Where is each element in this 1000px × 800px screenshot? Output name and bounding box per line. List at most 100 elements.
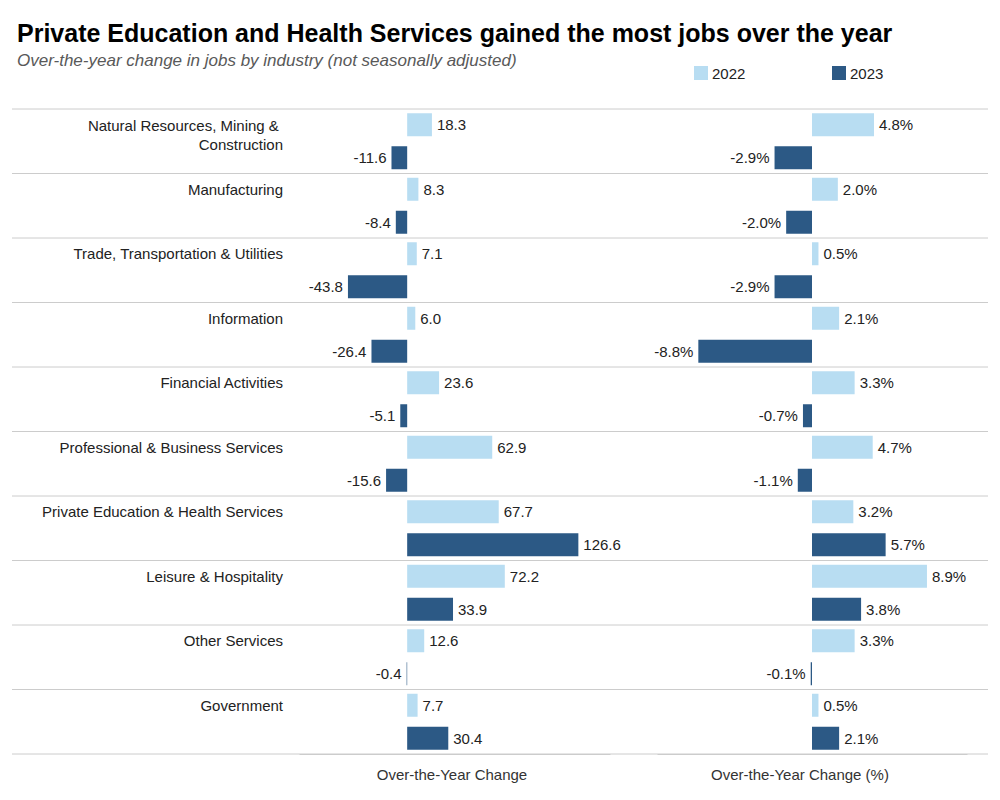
chart: Private Education and Health Services ga…: [0, 0, 1000, 800]
bars: [698, 113, 927, 749]
category-label: Private Education & Health Services: [42, 503, 283, 520]
data-label: -8.4: [365, 214, 391, 231]
bar: [812, 371, 855, 394]
bar: [812, 436, 873, 459]
bar: [406, 662, 408, 685]
bar: [371, 340, 407, 363]
data-label: -2.9%: [730, 149, 769, 166]
bar: [812, 178, 838, 201]
data-label: 5.7%: [891, 536, 925, 553]
bar: [407, 436, 492, 459]
category-labels: Natural Resources, Mining & Construction…: [42, 116, 284, 714]
bar: [386, 469, 407, 492]
bar: [786, 211, 812, 234]
row-separator: [12, 496, 988, 497]
row-separator: [12, 431, 988, 432]
bar: [407, 598, 453, 621]
data-label: -2.9%: [730, 278, 769, 295]
data-label: -0.4: [376, 665, 402, 682]
panel: 18.38.37.16.023.662.967.772.212.67.7-11.…: [300, 113, 621, 783]
data-label: 30.4: [453, 730, 482, 747]
category-label: Financial Activities: [160, 374, 283, 391]
row-separator: [12, 173, 988, 174]
bar: [348, 275, 407, 298]
data-label: -5.1: [369, 407, 395, 424]
row-separator: [12, 367, 988, 368]
data-label: 6.0: [420, 310, 441, 327]
axis-title: Over-the-Year Change: [377, 766, 527, 783]
bar: [407, 565, 505, 588]
data-label: 3.8%: [866, 601, 900, 618]
data-label: -1.1%: [754, 472, 793, 489]
bar: [812, 598, 861, 621]
bar: [396, 211, 407, 234]
data-label: 33.9: [458, 601, 487, 618]
category-label: Leisure & Hospitality: [146, 568, 283, 585]
bar: [407, 242, 417, 265]
x-axis: [300, 754, 611, 755]
row-separator: [12, 238, 988, 239]
data-label: -0.7%: [759, 407, 798, 424]
row-separator: [12, 560, 988, 561]
data-label: -15.6: [347, 472, 381, 489]
axis-title: Over-the-Year Change (%): [711, 766, 889, 783]
legend-swatch: [694, 66, 708, 80]
data-label: 3.2%: [858, 503, 892, 520]
bar: [407, 694, 417, 717]
row-separator: [12, 109, 988, 110]
data-label: 126.6: [583, 536, 621, 553]
bar: [407, 727, 448, 750]
data-label: -2.0%: [742, 214, 781, 231]
bar: [407, 500, 499, 523]
legend-swatch: [832, 66, 846, 80]
subtitle: Over-the-year change in jobs by industry…: [17, 51, 517, 70]
data-label: 7.1: [422, 245, 443, 262]
data-label: 0.5%: [823, 697, 857, 714]
data-label: -8.8%: [654, 343, 693, 360]
bar: [798, 469, 812, 492]
bar: [812, 694, 818, 717]
bar: [400, 404, 407, 427]
data-label: 62.9: [497, 439, 526, 456]
data-label: 2.1%: [844, 310, 878, 327]
data-label: 3.3%: [860, 632, 894, 649]
bar: [391, 146, 407, 169]
bar: [803, 404, 812, 427]
category-label: Government: [200, 697, 283, 714]
data-label: 72.2: [510, 568, 539, 585]
category-label: Trade, Transportation & Utilities: [73, 245, 283, 262]
category-label: Professional & Business Services: [60, 439, 283, 456]
panel: 4.8%2.0%0.5%2.1%3.3%4.7%3.2%8.9%3.3%0.5%…: [654, 113, 967, 783]
category-label: Natural Resources, Mining & Construction: [88, 116, 283, 152]
bar: [812, 242, 818, 265]
data-label: 4.8%: [879, 116, 913, 133]
row-separator: [12, 689, 988, 690]
data-label: -0.1%: [767, 665, 806, 682]
bar: [775, 275, 812, 298]
x-axis: [658, 754, 968, 755]
bar: [812, 727, 839, 750]
bar: [407, 178, 418, 201]
data-labels: 18.38.37.16.023.662.967.772.212.67.7-11.…: [309, 116, 621, 746]
bar: [812, 307, 839, 330]
bars: [348, 113, 578, 749]
category-label: Other Services: [184, 632, 283, 649]
bar: [775, 146, 812, 169]
data-label: 18.3: [437, 116, 466, 133]
row-separators: [12, 109, 988, 754]
data-label: -43.8: [309, 278, 343, 295]
bar: [812, 565, 927, 588]
data-label: 8.3: [423, 181, 444, 198]
bar: [812, 113, 874, 136]
bar: [407, 113, 432, 136]
data-label: 0.5%: [823, 245, 857, 262]
legend: 20222023: [694, 65, 883, 82]
data-label: -11.6: [353, 149, 386, 166]
bar: [812, 629, 855, 652]
bar: [811, 662, 812, 685]
category-label-line: Construction: [199, 135, 283, 152]
data-label: 23.6: [444, 374, 473, 391]
category-label-line: Natural Resources, Mining &: [88, 116, 283, 133]
category-label: Information: [208, 310, 283, 327]
data-label: 7.7: [423, 697, 444, 714]
